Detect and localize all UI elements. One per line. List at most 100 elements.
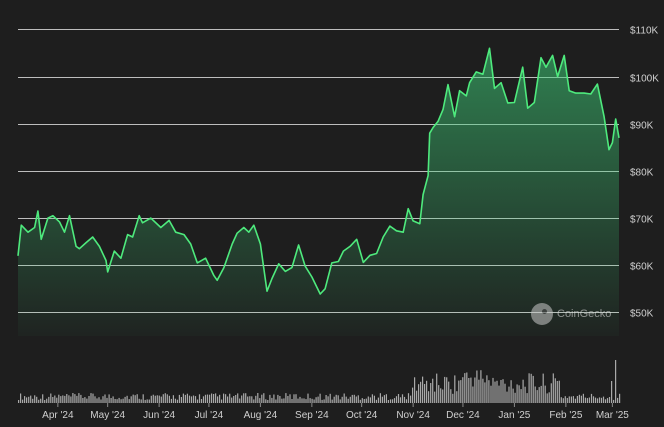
volume-bar xyxy=(438,385,440,403)
volume-bar xyxy=(211,393,213,403)
volume-bar xyxy=(331,399,333,403)
volume-bar xyxy=(293,394,295,403)
volume-bar xyxy=(72,393,74,403)
volume-bar xyxy=(454,375,456,403)
volume-bar xyxy=(56,397,58,403)
volume-bar xyxy=(90,393,92,403)
coingecko-watermark: CoinGecko xyxy=(531,303,611,325)
volume-bar xyxy=(100,399,102,403)
volume-bar xyxy=(490,385,492,403)
volume-bar xyxy=(410,395,412,403)
price-line xyxy=(17,47,620,295)
volume-bar xyxy=(64,395,66,403)
volume-bar xyxy=(206,394,209,403)
volume-bar xyxy=(118,397,120,403)
volume-bar xyxy=(341,396,343,403)
volume-bar xyxy=(92,393,94,403)
volume-bar xyxy=(50,393,52,403)
volume-bar xyxy=(498,385,500,403)
volume-bar xyxy=(367,396,369,403)
y-axis: $50K $60K $70K $80K $90K $100K $110K xyxy=(630,26,659,320)
watermark-text: CoinGecko xyxy=(557,308,612,320)
volume-bar xyxy=(265,399,267,403)
volume-bar xyxy=(170,398,172,403)
volume-bar xyxy=(452,393,454,403)
volume-bar xyxy=(273,394,275,403)
volume-bar xyxy=(395,396,398,403)
volume-bar xyxy=(564,396,566,403)
volume-bar xyxy=(456,391,458,403)
volume-bar xyxy=(104,394,106,403)
volume-bar xyxy=(235,395,237,403)
volume-bar xyxy=(269,394,271,403)
volume-bar xyxy=(190,396,193,403)
volume-bar xyxy=(150,395,152,403)
volume-bar xyxy=(215,393,217,403)
volume-bar xyxy=(550,383,552,403)
volume-bar xyxy=(412,387,414,403)
volume-bar xyxy=(243,393,245,403)
volume-bar xyxy=(496,380,498,403)
volume-bar xyxy=(500,380,502,403)
volume-bar xyxy=(323,399,325,403)
volume-bar xyxy=(96,398,98,403)
volume-bar xyxy=(349,396,351,403)
volume-bar xyxy=(462,377,464,403)
volume-bar xyxy=(106,397,108,403)
volume-bar xyxy=(221,399,223,403)
volume-bar xyxy=(275,399,277,403)
volume-bar xyxy=(249,396,251,403)
volume-bar xyxy=(532,375,534,403)
volume-bar xyxy=(42,394,44,403)
volume-bar xyxy=(458,380,460,403)
volume-bar xyxy=(148,399,150,403)
volume-bar xyxy=(297,398,299,403)
volume-bar xyxy=(239,398,241,403)
volume-bar xyxy=(401,394,404,403)
x-tick-label: Aug '24 xyxy=(244,410,278,421)
volume-bar xyxy=(460,380,462,403)
volume-bar xyxy=(22,399,24,403)
volume-bar xyxy=(277,394,279,403)
volume-bar xyxy=(225,394,227,403)
volume-bar xyxy=(536,390,538,403)
volume-bar xyxy=(504,383,506,403)
volume-bar xyxy=(285,393,287,403)
volume-bar xyxy=(213,394,215,403)
volume-bar xyxy=(574,398,576,403)
volume-bar xyxy=(192,395,195,403)
volume-bar xyxy=(522,379,524,403)
volume-bar xyxy=(60,396,62,403)
volume-bar xyxy=(512,388,514,403)
volume-bar xyxy=(329,393,331,403)
volume-bar xyxy=(580,395,582,403)
volume-bar xyxy=(600,397,603,403)
volume-bar xyxy=(295,394,297,403)
x-tick-label: Jun '24 xyxy=(143,410,175,421)
volume-bar xyxy=(325,395,327,403)
volume-bar xyxy=(615,360,617,403)
volume-bar xyxy=(337,395,339,403)
volume-bar xyxy=(237,393,239,403)
x-tick-label: Jul '24 xyxy=(195,410,224,421)
y-tick-label: $100K xyxy=(630,74,659,85)
volume-bar xyxy=(164,393,166,403)
volume-bar xyxy=(357,395,359,403)
volume-bar xyxy=(363,399,365,403)
volume-bar xyxy=(204,394,207,403)
volume-bar xyxy=(279,396,281,403)
volume-bar xyxy=(166,394,168,403)
volume-bar xyxy=(80,394,82,403)
volume-bar xyxy=(132,394,134,403)
volume-bar xyxy=(32,398,34,403)
volume-bar xyxy=(470,377,472,403)
volume-bar xyxy=(420,381,422,403)
volume-bar xyxy=(514,392,516,403)
volume-bar xyxy=(174,398,176,403)
volume-bar xyxy=(446,377,448,403)
volume-bar xyxy=(414,377,416,403)
x-tick-label: Oct '24 xyxy=(346,410,378,421)
volume-bar xyxy=(596,398,599,403)
volume-bar xyxy=(307,393,309,403)
volume-bar xyxy=(464,373,466,403)
